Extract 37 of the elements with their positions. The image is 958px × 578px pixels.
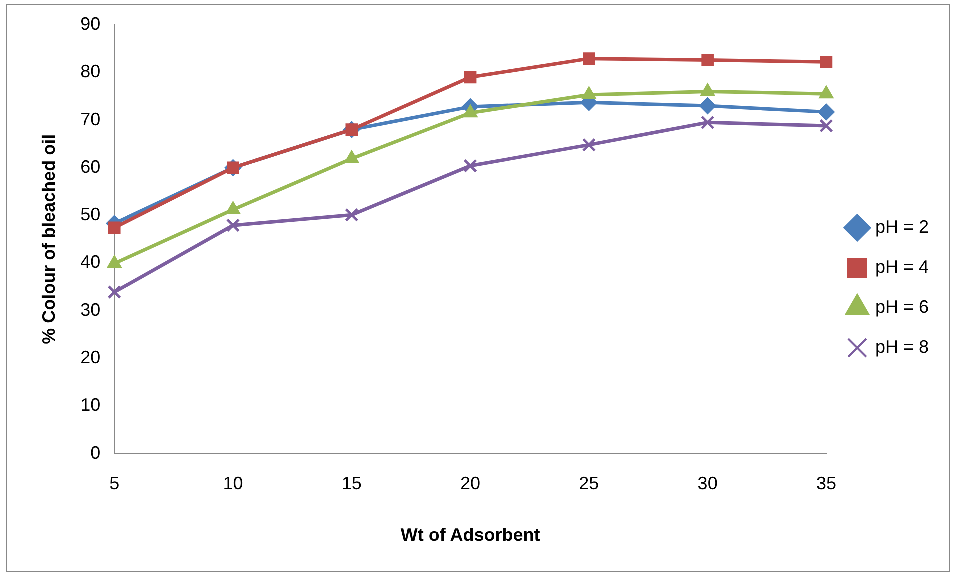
y-tick-label: 0: [90, 442, 101, 463]
point: [699, 97, 716, 114]
point: [582, 138, 596, 152]
y-tick-label: 10: [80, 395, 101, 416]
point: [700, 116, 715, 130]
point: [818, 104, 835, 121]
x-tick-label: 5: [110, 474, 120, 494]
y-tick-label: 20: [80, 347, 101, 368]
y-tick-label: 40: [80, 252, 101, 272]
point: [108, 285, 122, 300]
point: [464, 159, 478, 173]
point: [820, 119, 834, 133]
point: [226, 218, 240, 232]
legend-label: pH = 4: [875, 256, 930, 277]
x-tick-label: 20: [460, 474, 481, 494]
y-tick-label: 90: [80, 14, 101, 34]
point: [108, 222, 121, 234]
point: [344, 208, 359, 222]
legend-label: pH = 8: [875, 336, 930, 357]
y-tick-label: 60: [80, 156, 101, 177]
y-tick-label: 80: [80, 62, 101, 82]
point: [583, 52, 596, 65]
x-tick-label: 10: [223, 474, 244, 494]
x-tick-label: 25: [579, 474, 600, 494]
y-tick-label: 30: [80, 300, 101, 320]
legend-label: pH = 6: [875, 296, 930, 317]
point: [464, 71, 477, 84]
y-tick-label: 50: [80, 204, 101, 225]
y-axis-title: % Colour of bleached oil: [38, 134, 59, 344]
point: [702, 54, 714, 66]
x-tick-label: 15: [342, 474, 362, 494]
point: [820, 56, 833, 68]
x-tick-label: 35: [816, 474, 836, 494]
legend-label: pH = 2: [875, 216, 930, 237]
y-tick-label: 70: [80, 109, 101, 130]
x-tick-label: 30: [698, 474, 718, 494]
x-axis-title: Wt of Adsorbent: [400, 525, 540, 546]
